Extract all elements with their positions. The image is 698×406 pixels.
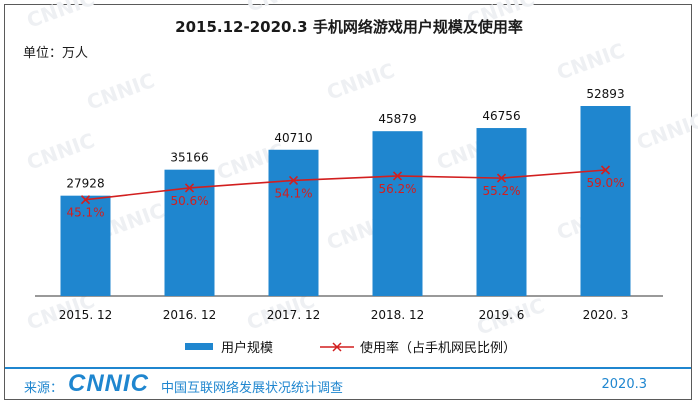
bar-user-scale xyxy=(580,106,631,296)
rate-value-label: 55.2% xyxy=(482,184,520,198)
watermark-text: CNNIC xyxy=(244,0,318,17)
x-tick-label: 2015. 12 xyxy=(59,308,112,322)
rate-value-label: 59.0% xyxy=(586,176,624,190)
footer: 来源： CNNIC 中国互联网络发展状况统计调查 2020.3 xyxy=(5,367,691,397)
rate-value-label: 45.1% xyxy=(66,206,104,220)
x-tick-label: 2019. 6 xyxy=(479,308,525,322)
rate-point-marker xyxy=(496,173,507,183)
legend-label-users: 用户规模 xyxy=(221,341,274,356)
rate-point-marker xyxy=(600,165,611,175)
x-tick-label: 2017. 12 xyxy=(267,308,320,322)
legend: 用户规模 使用率（占手机网民比例） xyxy=(0,337,698,357)
bar-value-label: 52893 xyxy=(586,87,624,101)
watermark-text: CNNIC xyxy=(634,108,698,155)
cnnic-logo: CNNIC xyxy=(68,370,149,397)
bar-value-label: 40710 xyxy=(274,131,312,145)
rate-line xyxy=(85,169,606,201)
watermark-text: CNNIC xyxy=(324,58,398,105)
bar-user-scale xyxy=(164,169,215,296)
bar-value-label: 35166 xyxy=(170,151,208,165)
watermark-text: CNNIC xyxy=(554,38,628,85)
source-organization: 中国互联网络发展状况统计调查 xyxy=(161,381,344,396)
legend-line-swatch xyxy=(320,341,354,352)
footer-date: 2020.3 xyxy=(601,377,648,392)
rate-value-label: 56.2% xyxy=(378,182,416,196)
bar-user-scale xyxy=(60,195,111,296)
watermark-text: CNNIC xyxy=(24,128,98,175)
bar-value-label: 46756 xyxy=(482,109,520,123)
bar-user-scale xyxy=(372,131,423,296)
unit-label: 单位：万人 xyxy=(23,46,89,61)
watermark-text: CNNIC xyxy=(84,68,158,115)
rate-point-marker xyxy=(80,195,91,205)
rate-point-marker xyxy=(288,175,299,186)
rate-point-marker xyxy=(392,171,403,181)
legend-label-rate: 使用率（占手机网民比例） xyxy=(360,341,517,356)
bar-value-label: 45879 xyxy=(378,112,416,126)
chart-frame xyxy=(4,4,692,400)
legend-bar-swatch xyxy=(185,343,213,350)
x-tick-label: 2016. 12 xyxy=(163,308,216,322)
source-label: 来源： xyxy=(24,381,64,396)
legend-item-rate: 使用率（占手机网民比例） xyxy=(320,337,516,356)
bar-user-scale xyxy=(476,128,527,296)
legend-item-users: 用户规模 xyxy=(185,337,273,356)
rate-value-label: 54.1% xyxy=(274,186,312,200)
x-tick-label: 2020. 3 xyxy=(583,308,629,322)
rate-point-marker xyxy=(184,183,195,193)
bar-user-scale xyxy=(268,149,319,296)
rate-value-label: 50.6% xyxy=(170,194,208,208)
x-tick-label: 2018. 12 xyxy=(371,308,424,322)
bar-value-label: 27928 xyxy=(66,177,104,191)
chart-title: 2015.12-2020.3 手机网络游戏用户规模及使用率 xyxy=(175,18,523,36)
